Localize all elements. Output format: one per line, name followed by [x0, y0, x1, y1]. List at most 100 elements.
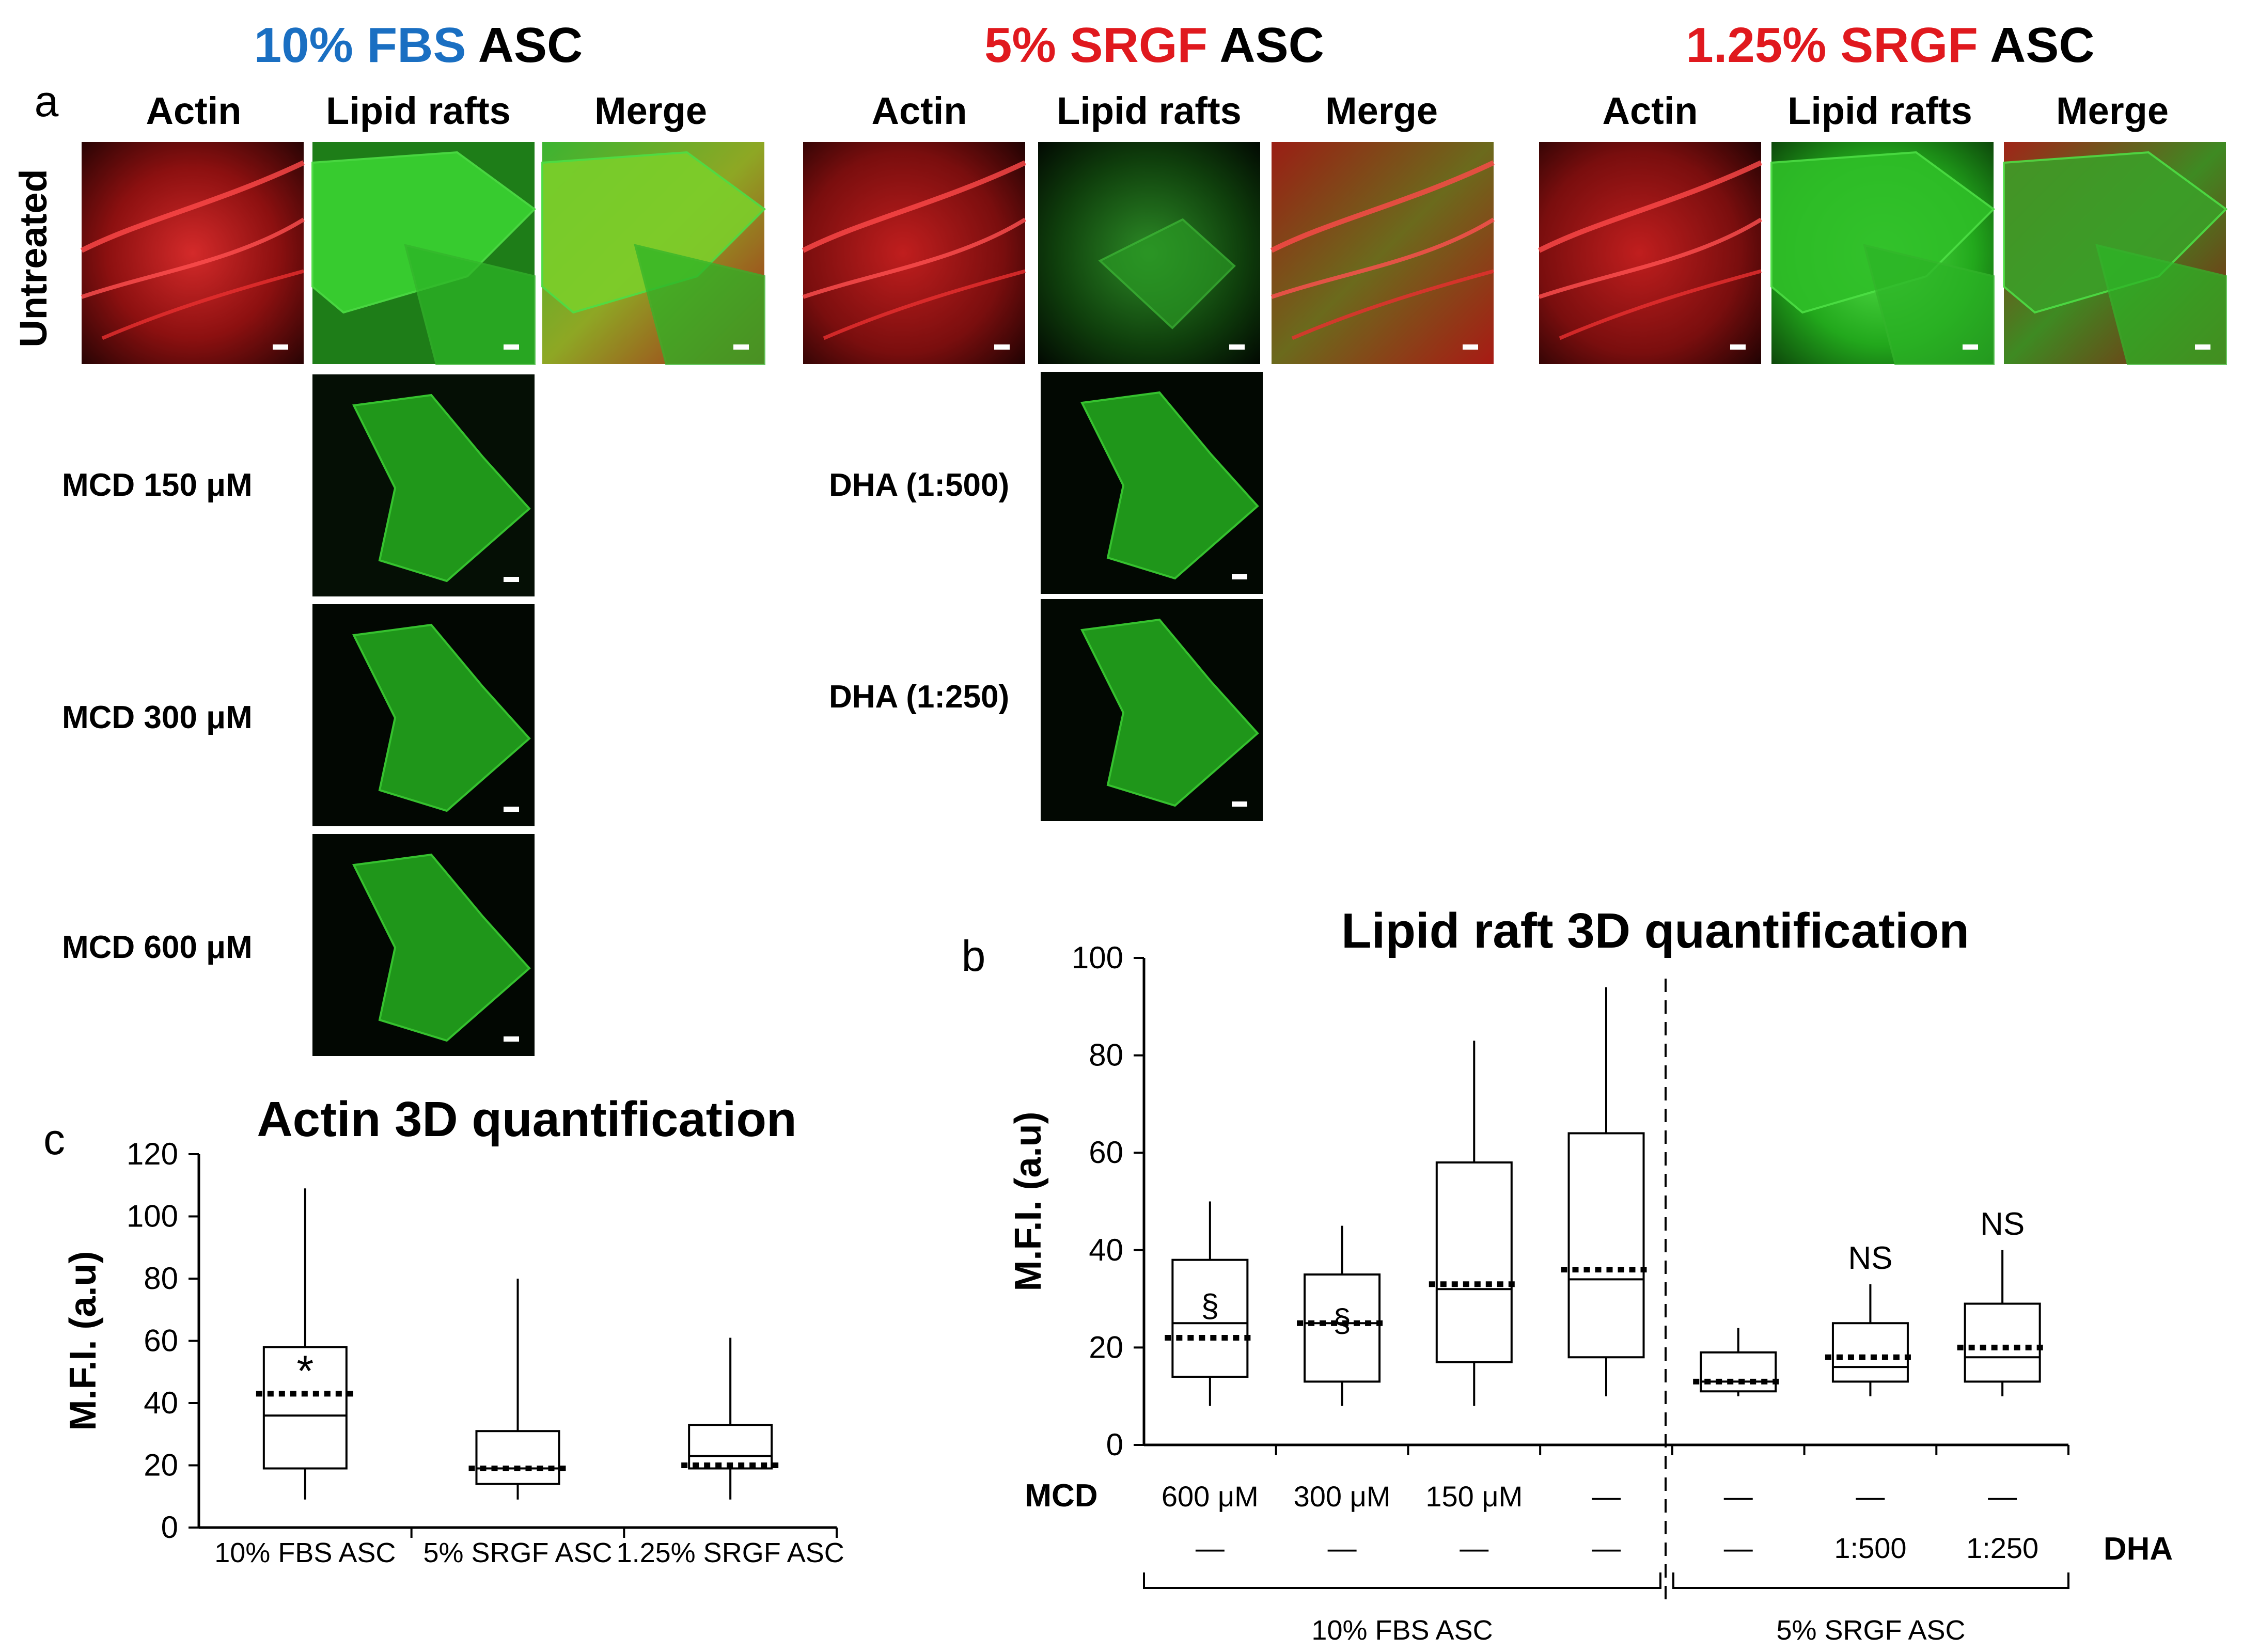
box-3 — [1561, 987, 1652, 1396]
cell-structure — [1538, 217, 1763, 299]
scale-bar — [1963, 344, 1978, 350]
cell-structure — [1538, 160, 1763, 253]
y-tick-label: 0 — [161, 1510, 178, 1545]
mcd-value: — — [1592, 1480, 1621, 1513]
row-label-untreated: Untreated — [12, 169, 55, 347]
scale-bar — [504, 344, 519, 350]
cell-structure — [1863, 244, 1995, 365]
group-title: 10% FBS ASC — [254, 18, 583, 73]
row-label-mcd: MCD — [1025, 1478, 1097, 1514]
panel-a-letter: a — [35, 77, 59, 125]
box-iqr — [1567, 1132, 1645, 1359]
y-tick-label: 100 — [127, 1199, 178, 1234]
significance-mark: NS — [1848, 1240, 1892, 1276]
micrograph-srgf125-lipid-rafts — [1770, 142, 1996, 365]
column-label: Lipid rafts — [326, 89, 511, 132]
mcd-value: 300 μM — [1294, 1480, 1391, 1513]
x-category-label: 1.25% SRGF ASC — [617, 1537, 844, 1568]
column-label: Merge — [2056, 89, 2169, 132]
micrograph-fbs-mcd — [312, 374, 535, 596]
box-6: NS — [1957, 1206, 2048, 1396]
micrograph-fbs-lipid-rafts — [311, 142, 537, 365]
box-iqr — [1435, 1161, 1513, 1363]
box-1: § — [1297, 1225, 1388, 1406]
column-label: Actin — [872, 89, 967, 132]
y-tick-label: 0 — [1106, 1427, 1123, 1462]
mcd-value: — — [1724, 1480, 1753, 1513]
scale-bar — [1232, 574, 1247, 579]
micrograph-srgf5-dha — [1041, 372, 1263, 594]
column-label: Actin — [146, 89, 242, 132]
cell-structure — [634, 244, 765, 365]
treatment-label: MCD 600 μM — [62, 930, 253, 965]
cell-structure — [802, 217, 1027, 299]
chart-b: 0 20 40 60 80 100 § § NS NS Lipid raft 3D quantifi… — [1008, 903, 2069, 1462]
scale-bar — [504, 807, 519, 812]
significance-mark: § — [1333, 1303, 1351, 1339]
cell-structure — [1559, 269, 1762, 340]
y-tick-label: 80 — [144, 1261, 178, 1296]
box-5: NS — [1825, 1240, 1916, 1396]
y-tick-label: 20 — [1089, 1330, 1123, 1364]
scale-bar — [733, 344, 749, 350]
box-iqr — [688, 1424, 773, 1470]
column-label: Lipid rafts — [1057, 89, 1242, 132]
significance-mark: § — [1201, 1288, 1219, 1324]
cell-structure — [80, 160, 305, 253]
row-label-dha: DHA — [2104, 1531, 2173, 1567]
mcd-value: — — [1856, 1480, 1885, 1513]
cell-structure — [2095, 244, 2227, 365]
y-tick-label: 60 — [144, 1324, 178, 1358]
box-iqr — [1831, 1322, 1909, 1383]
box-1 — [468, 1279, 567, 1500]
scale-bar — [1730, 344, 1746, 350]
scale-bar — [504, 577, 519, 582]
box-2 — [1429, 1041, 1519, 1406]
micrograph-srgf5-merge — [1270, 142, 1495, 364]
group-title-colored: 1.25% SRGF — [1686, 18, 1990, 73]
micrograph-srgf5-lipid-rafts — [1038, 142, 1260, 364]
mcd-value: — — [1988, 1480, 2017, 1513]
box-iqr — [475, 1430, 560, 1485]
dha-value: — — [1328, 1532, 1357, 1564]
bracket-srgf: 5% SRGF ASC — [1672, 1572, 2069, 1646]
dha-value: — — [1196, 1532, 1225, 1564]
y-tick-label: 20 — [144, 1448, 178, 1483]
cell-structure — [823, 269, 1026, 340]
scale-bar — [1232, 801, 1247, 807]
dha-value: — — [1724, 1532, 1753, 1564]
column-label: Lipid rafts — [1787, 89, 1972, 132]
treatment-label: MCD 150 μM — [62, 467, 253, 503]
treatment-label: DHA (1:500) — [829, 467, 1009, 503]
y-tick-label: 80 — [1089, 1038, 1123, 1073]
treatment-label: DHA (1:250) — [829, 679, 1009, 715]
group-title-cell: ASC — [478, 18, 583, 73]
treatment-label: MCD 300 μM — [62, 700, 253, 735]
cell-structure — [1291, 269, 1494, 340]
x-category-label: 5% SRGF ASC — [423, 1537, 612, 1568]
scale-bar — [1229, 344, 1245, 350]
panel-c-letter: c — [43, 1115, 65, 1163]
micrograph-srgf125-merge — [2003, 142, 2228, 365]
box-iqr — [262, 1346, 348, 1470]
box-0: § — [1165, 1201, 1256, 1406]
chart-title: Actin 3D quantification — [257, 1092, 796, 1147]
cell-structure — [1080, 391, 1259, 580]
scale-bar — [994, 344, 1010, 350]
group-label: 5% SRGF ASC — [1776, 1615, 1965, 1646]
cell-structure — [352, 394, 531, 583]
cell-structure — [1098, 218, 1236, 329]
mcd-value: 600 μM — [1162, 1480, 1259, 1513]
chart-title: Lipid raft 3D quantification — [1341, 903, 1969, 958]
group-label: 10% FBS ASC — [1311, 1615, 1493, 1646]
micrograph-fbs-actin — [80, 142, 305, 364]
scale-bar — [2195, 344, 2210, 350]
bracket-fbs: 10% FBS ASC — [1143, 1572, 1661, 1646]
micrograph-srgf125-actin — [1538, 142, 1763, 364]
dha-value: 1:250 — [1966, 1532, 2038, 1564]
significance-mark: NS — [1980, 1206, 2025, 1242]
box-iqr — [1700, 1351, 1777, 1393]
box-2 — [681, 1338, 780, 1500]
scale-bar — [1463, 344, 1478, 350]
chart-c: 0 20 40 60 80 100 120 * Actin 3D quantification M… — [62, 1092, 838, 1545]
